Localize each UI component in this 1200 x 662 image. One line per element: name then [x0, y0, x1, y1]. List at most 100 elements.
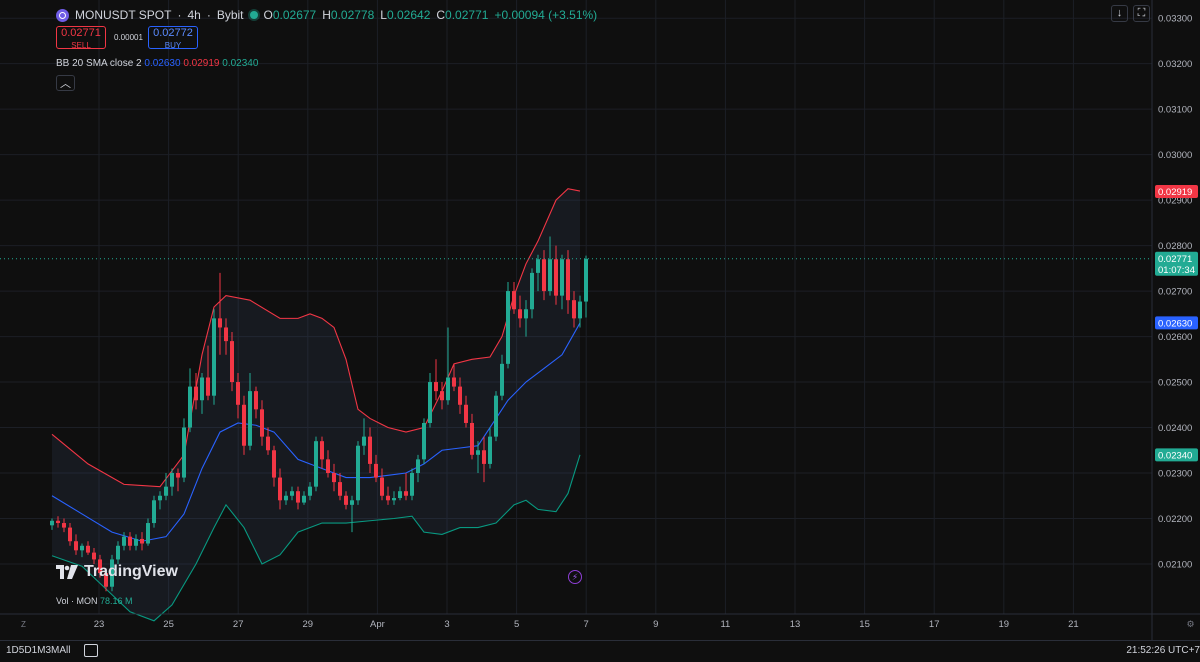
price-chart[interactable]: 0.03300 0.03200 0.03100 0.03000 0.02900 0.028…: [0, 0, 1200, 640]
candle-body: [98, 559, 102, 574]
candle-body: [530, 272, 534, 310]
time-tick-label: 19: [999, 619, 1010, 630]
symbol-logo-icon: [56, 8, 69, 22]
chart-legend: MONUSDT SPOT · 4h · Bybit O0.02677 H0.02…: [56, 7, 597, 23]
time-tick-label: 29: [303, 619, 314, 630]
price-tick-label: 0.02400: [1158, 423, 1192, 434]
bollinger-legend[interactable]: BB 20 SMA close 2 0.02630 0.02919 0.0234…: [56, 58, 258, 69]
candle-body: [362, 436, 366, 446]
candle-body: [542, 259, 546, 292]
time-tick-label: 7: [584, 619, 589, 630]
bar-countdown-label: 01:07:34: [1158, 265, 1195, 276]
candle-body: [308, 486, 312, 496]
candle-body: [272, 450, 276, 478]
exchange: Bybit: [216, 8, 244, 22]
candle-body: [248, 391, 252, 446]
candle-body: [116, 545, 120, 560]
buy-label: BUY: [164, 41, 182, 50]
candle-body: [194, 386, 198, 401]
bollinger-basis-line: [51, 322, 581, 542]
tradingview-logo-text: TradingView: [84, 563, 178, 580]
download-icon[interactable]: ↓: [1111, 5, 1128, 22]
candle-body: [176, 473, 180, 478]
candle-body: [164, 486, 168, 496]
price-tick-label: 0.02800: [1158, 241, 1192, 252]
candle-body: [392, 498, 396, 501]
candle-body: [386, 495, 390, 501]
candle-body: [488, 436, 492, 464]
candle-body: [110, 559, 114, 587]
candle-body: [182, 427, 186, 478]
sell-button[interactable]: 0.02771 SELL: [56, 26, 106, 50]
zoom-reset-button[interactable]: Z: [21, 620, 26, 629]
lightning-icon[interactable]: ⚡: [568, 570, 582, 584]
bollinger-upper-value: 0.02919: [183, 58, 220, 69]
candle-body: [566, 259, 570, 301]
candle-body: [470, 422, 474, 455]
buy-button[interactable]: 0.02772 BUY: [148, 26, 198, 50]
price-tick-label: 0.02700: [1158, 287, 1192, 298]
candle-body: [518, 309, 522, 319]
spread-value: 0.00001: [114, 33, 143, 42]
time-tick-label: Apr: [370, 619, 385, 630]
sell-label: SELL: [71, 41, 91, 50]
candle-body: [140, 538, 144, 544]
volume-legend[interactable]: Vol · MON 78.16 M: [56, 596, 133, 606]
collapse-legend-button[interactable]: ︿: [56, 75, 75, 91]
price-tick-label: 0.03200: [1158, 59, 1192, 70]
candle-body: [410, 473, 414, 496]
chart-grid: [0, 0, 1152, 614]
timeframe-range-buttons[interactable]: 1D5D1M3MAll: [6, 645, 71, 656]
candle-body: [80, 545, 84, 551]
candle-body: [236, 382, 240, 405]
candle-body: [494, 395, 498, 437]
time-tick-label: 5: [514, 619, 519, 630]
candle-body: [224, 327, 228, 342]
candle-body: [242, 404, 246, 446]
candle-body: [230, 341, 234, 383]
candle-body: [260, 409, 264, 437]
price-axis-label-bg: [1155, 316, 1198, 330]
price-change: +0.00094 (+3.51%): [494, 8, 598, 22]
time-tick-label: 27: [233, 619, 244, 630]
candle-body: [458, 386, 462, 405]
time-tick-label: 17: [929, 619, 940, 630]
candle-body: [374, 463, 378, 478]
sell-price: 0.02771: [61, 27, 101, 39]
buy-price: 0.02772: [153, 27, 193, 39]
candle-body: [578, 301, 582, 319]
utc-clock[interactable]: 21:52:26 UTC+7: [1126, 645, 1200, 656]
candle-body: [452, 377, 456, 387]
candle-body: [206, 377, 210, 396]
fullscreen-icon[interactable]: ⛶: [1133, 5, 1150, 22]
candle-body: [218, 318, 222, 328]
time-tick-label: 13: [790, 619, 801, 630]
candle-body: [398, 491, 402, 499]
bottom-toolbar: 1D5D1M3MAll 21:52:26 UTC+7: [0, 640, 1200, 662]
candle-body: [506, 291, 510, 364]
candle-body: [512, 291, 516, 310]
time-axis: 23 25 27 29 Apr 3 5 7 9 11 13 15 17 19 21: [94, 619, 1079, 630]
candle-body: [554, 259, 558, 296]
price-tick-label: 0.02200: [1158, 514, 1192, 525]
price-tick-label: 0.02600: [1158, 332, 1192, 343]
candle-body: [314, 441, 318, 487]
price-axis-label-bg: [1155, 184, 1198, 198]
price-tick-label: 0.02900: [1158, 196, 1192, 207]
ohlc-close: C0.02771: [436, 8, 489, 22]
axis-settings-icon[interactable]: ⚙: [1186, 619, 1195, 629]
candle-body: [476, 450, 480, 455]
candle-body: [548, 259, 552, 292]
price-tick-label: 0.02500: [1158, 378, 1192, 389]
candle-body: [338, 482, 342, 496]
candle-body: [482, 450, 486, 464]
tradingview-logo: TradingView: [56, 563, 178, 581]
go-to-date-icon[interactable]: [84, 644, 98, 657]
timeframe[interactable]: 4h: [187, 8, 201, 22]
candle-body: [368, 436, 372, 464]
symbol-name[interactable]: MONUSDT SPOT: [75, 8, 172, 22]
candle-body: [320, 441, 324, 460]
price-tick-label: 0.03000: [1158, 150, 1192, 161]
time-tick-label: 15: [859, 619, 870, 630]
